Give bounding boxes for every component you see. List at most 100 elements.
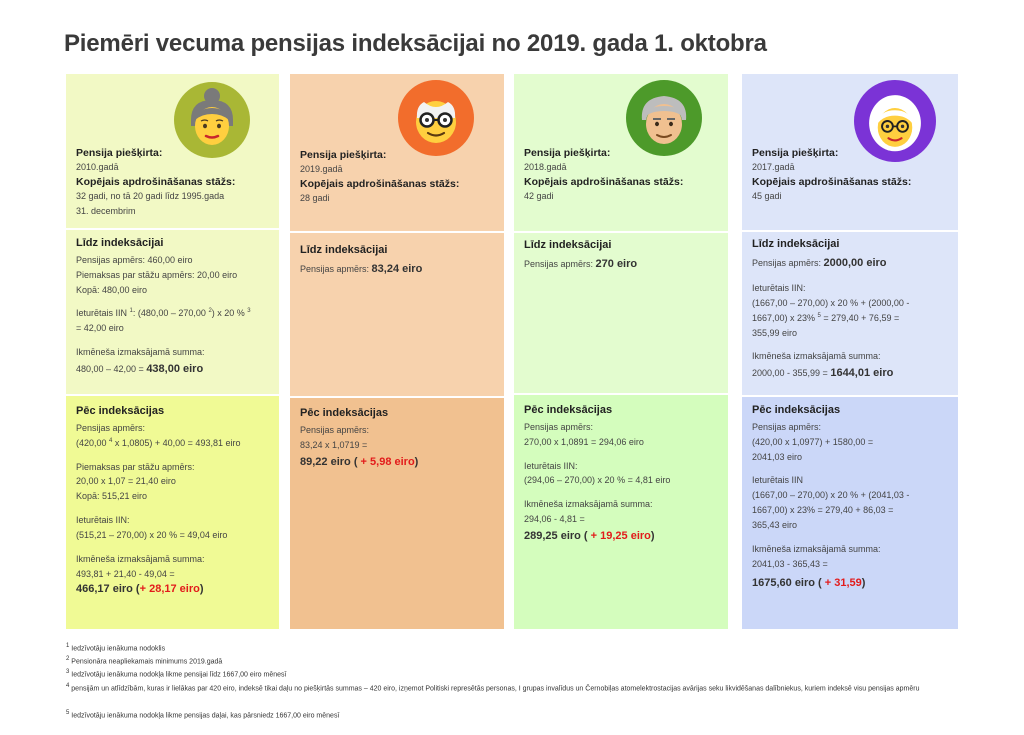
monthly-calc: 294,06 - 4,81 = [524, 514, 585, 525]
result-value: 289,25 eiro [524, 530, 581, 542]
pre-indexation-section: Līdz indeksācijai Pensijas apmērs: 460,0… [66, 228, 279, 394]
iin-calc: (515,21 – 270,00) x 20 % = 49,04 eiro [76, 530, 228, 540]
result-line: 89,22 eiro ( + 5,98 eiro) [300, 455, 419, 468]
monthly-label: Ikmēneša izmaksājamā summa: [752, 543, 881, 554]
pension-label: Pensijas apmērs: [524, 421, 594, 432]
footnote: 1 Iedzīvotāju ienākuma nodoklis [66, 643, 166, 653]
stazs-label: Kopējais apdrošināšanas stāžs: [76, 176, 236, 189]
result-line: 466,17 eiro (+ 28,17 eiro) [76, 582, 204, 595]
pre-indexation-section: Līdz indeksācijai Pensijas apmērs: 2000,… [742, 230, 958, 395]
granted-label: Pensija piešķirta: [752, 147, 839, 159]
iin-label: Ieturētais IIN: [752, 283, 806, 294]
monthly-label: Ikmēneša izmaksājamā summa: [76, 553, 205, 564]
stazs-line: 45 gadi [752, 191, 782, 202]
monthly-calc: 2041,03 - 365,43 = [752, 558, 828, 569]
monthly-label: Ikmēneša izmaksājamā summa: [524, 499, 653, 510]
page-title: Piemēri vecuma pensijas indeksācijai no … [64, 30, 767, 57]
post-indexation-section: Pēc indeksācijas Pensijas apmērs: (420,0… [66, 394, 279, 629]
monthly-line: 2000,00 - 355,99 = 1644,01 eiro [752, 367, 894, 380]
monthly-value: 438,00 eiro [146, 363, 204, 375]
iin-label: Ieturētais IIN: [76, 515, 130, 526]
stazs-line: 32 gadi, no tā 20 gadi līdz 1995.gada [76, 191, 225, 202]
card-header: Pensija piešķirta: 2019.gadā Kopējais ap… [290, 74, 504, 231]
supplement-label: Piemaksas par stāžu apmērs: [76, 461, 195, 472]
post-indexation-section: Pēc indeksācijas Pensijas apmērs: (420,0… [742, 395, 958, 629]
grandmother-bun-icon [174, 82, 250, 158]
pension-line: Pensijas apmērs: 2000,00 eiro [752, 256, 887, 269]
card-header: Pensija piešķirta: 2017.gadā Kopējais ap… [742, 74, 958, 230]
iin-label: Ieturētais IIN [752, 475, 804, 486]
result-line: 289,25 eiro ( + 19,25 eiro) [524, 530, 655, 542]
monthly-calc: 493,81 + 21,40 - 49,04 = [76, 568, 175, 579]
iin-line: 1667,00) x 23% = 279,40 + 86,03 = [752, 505, 894, 516]
stazs-line: 31. decembrim [76, 206, 136, 217]
difference-value: + 19,25 eiro [590, 530, 651, 542]
pre-indexation-section: Līdz indeksācijai Pensijas apmērs: 270 e… [514, 231, 728, 393]
pension-value: 2000,00 eiro [823, 256, 887, 269]
post-heading: Pēc indeksācijas [76, 405, 165, 417]
card-header: Pensija piešķirta: 2010.gadā Kopējais ap… [66, 74, 279, 228]
example-card-4: Pensija piešķirta: 2017.gadā Kopējais ap… [742, 74, 958, 629]
supplement-line: Piemaksas par stāžu apmērs: 20,00 eiro [76, 269, 238, 280]
pension-calc: 270,00 x 1,0891 = 294,06 eiro [524, 436, 644, 447]
monthly-value: 1644,01 eiro [830, 367, 894, 380]
total-line: Kopā: 480,00 eiro [76, 284, 148, 295]
pension-value: 83,24 eiro [371, 262, 423, 275]
card-header: Pensija piešķirta: 2018.gadā Kopējais ap… [514, 74, 728, 231]
footnote: 5 Iedzīvotāju ienākuma nodokļa likme pen… [66, 710, 340, 720]
post-indexation-section: Pēc indeksācijas Pensijas apmērs: 83,24 … [290, 396, 504, 629]
iin-line: (1667,00 – 270,00) x 20 % + (2000,00 - [752, 297, 910, 308]
pre-heading: Līdz indeksācijai [300, 244, 388, 256]
iin-line: 355,99 eiro [752, 327, 798, 338]
pension-line: Pensijas apmērs: 270 eiro [524, 257, 638, 270]
footnote: 3 Iedzīvotāju ienākuma nodokļa likme pen… [66, 669, 287, 679]
result-value: 89,22 eiro [300, 455, 351, 468]
grandmother-glasses-icon [854, 80, 936, 162]
post-heading: Pēc indeksācijas [524, 404, 613, 416]
iin-line: (1667,00 – 270,00) x 20 % + (2041,03 - [752, 490, 910, 501]
grandfather-glasses-icon [398, 80, 474, 156]
pension-calc: 83,24 x 1,0719 = [300, 439, 368, 450]
post-heading: Pēc indeksācijas [752, 404, 841, 416]
example-card-1: Pensija piešķirta: 2010.gadā Kopējais ap… [66, 74, 279, 629]
iin-result: = 42,00 eiro [76, 323, 124, 334]
example-card-2: Pensija piešķirta: 2019.gadā Kopējais ap… [290, 74, 504, 629]
pre-heading: Līdz indeksācijai [76, 237, 164, 249]
pension-calc: (420,00 4 x 1,0805) + 40,00 = 493,81 eir… [76, 437, 241, 448]
result-value: 1675,60 eiro [752, 576, 815, 589]
pension-calc: 2041,03 eiro [752, 451, 803, 462]
pension-label: Pensijas apmērs: [752, 421, 822, 432]
iin-line: 365,43 eiro [752, 520, 798, 530]
stazs-line: 42 gadi [524, 191, 554, 202]
example-card-3: Pensija piešķirta: 2018.gadā Kopējais ap… [514, 74, 728, 629]
difference-value: + 28,17 eiro [139, 582, 200, 595]
iin-line: Ieturētais IIN 1: (480,00 – 270,00 2) x … [76, 308, 251, 319]
pre-heading: Līdz indeksācijai [752, 238, 840, 250]
iin-line: 1667,00) x 23% 5 = 279,40 + 76,59 = [752, 312, 900, 323]
iin-calc: (294,06 – 270,00) x 20 % = 4,81 eiro [524, 475, 671, 486]
monthly-line: 480,00 – 42,00 = 438,00 eiro [76, 363, 204, 375]
pension-line: Pensijas apmērs: 460,00 eiro [76, 254, 193, 265]
stazs-label: Kopējais apdrošināšanas stāžs: [300, 178, 460, 191]
granted-year: 2018.gadā [524, 162, 567, 173]
pension-label: Pensijas apmērs: [300, 424, 370, 435]
post-indexation-section: Pēc indeksācijas Pensijas apmērs: 270,00… [514, 393, 728, 629]
pension-label: Pensijas apmērs: [76, 422, 146, 433]
difference-value: + 5,98 eiro [360, 455, 415, 468]
post-heading: Pēc indeksācijas [300, 407, 389, 419]
granted-year: 2019.gadā [300, 164, 343, 175]
pre-heading: Līdz indeksācijai [524, 239, 612, 251]
difference-value: + 31,59 [824, 576, 862, 589]
granted-year: 2017.gadā [752, 162, 795, 173]
pre-indexation-section: Līdz indeksācijai Pensijas apmērs: 83,24… [290, 231, 504, 396]
supplement-calc: 20,00 x 1,07 = 21,40 eiro [76, 476, 176, 487]
stazs-label: Kopējais apdrošināšanas stāžs: [524, 176, 684, 189]
footnote: 4 pensijām un atlīdzībām, kuras ir lielā… [66, 683, 920, 693]
monthly-label: Ikmēneša izmaksājamā summa: [76, 347, 205, 358]
stazs-line: 28 gadi [300, 193, 330, 204]
granted-year: 2010.gadā [76, 162, 119, 173]
pension-line: Pensijas apmērs: 83,24 eiro [300, 262, 423, 275]
iin-label: Ieturētais IIN: [524, 460, 578, 471]
granted-label: Pensija piešķirta: [76, 147, 163, 159]
stazs-label: Kopējais apdrošināšanas stāžs: [752, 176, 912, 189]
